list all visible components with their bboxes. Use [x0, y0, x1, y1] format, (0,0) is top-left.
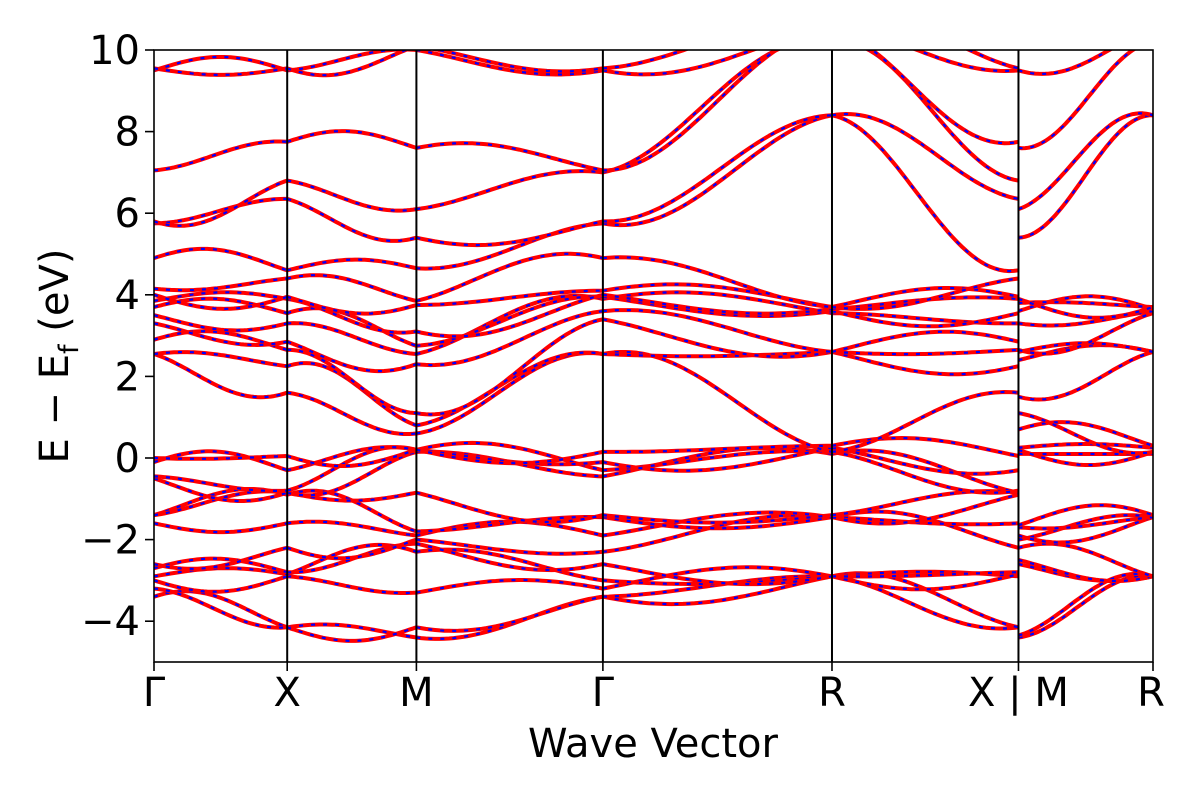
band-line-red	[154, 50, 1114, 173]
y-tick-label: 10	[89, 28, 140, 74]
y-tick-label: 6	[115, 191, 140, 237]
band-line-blue	[154, 350, 1153, 455]
band-line-red	[154, 282, 1153, 316]
band-line-blue	[154, 50, 1135, 227]
x-tick-label: X | M	[968, 670, 1069, 716]
band-line-blue	[154, 318, 1153, 416]
band-line-blue	[154, 295, 1153, 347]
x-tick-label: R	[1137, 670, 1165, 716]
x-tick-label: R	[818, 670, 846, 716]
y-axis-title-main: E − E	[32, 354, 78, 464]
high-symmetry-lines	[286, 50, 1020, 662]
y-tick-label: −4	[81, 599, 140, 645]
x-axis-ticks: Γ X M Γ R X | M R	[143, 662, 1165, 716]
bands-group	[154, 50, 1153, 643]
band-line-red	[154, 440, 1153, 495]
x-tick-label: X	[273, 670, 300, 716]
y-tick-label: 4	[115, 273, 140, 319]
y-axis-title-space	[32, 332, 78, 345]
y-tick-label: 0	[115, 436, 140, 482]
band-line-blue	[154, 252, 1153, 319]
band-line-blue	[154, 490, 1153, 527]
y-axis-title-sub: f	[54, 343, 85, 354]
band-line-blue	[154, 112, 1153, 247]
x-tick-label: M	[399, 670, 434, 716]
y-axis-title: E − Ef (eV)	[32, 249, 85, 464]
band-line-red	[154, 562, 1153, 595]
band-line-blue	[154, 309, 1153, 373]
y-axis-title-unit: (eV)	[32, 249, 78, 332]
y-tick-label: 8	[115, 110, 140, 156]
y-tick-label: −2	[81, 518, 140, 564]
band-line-red	[154, 290, 1153, 356]
band-line-red	[154, 317, 1153, 417]
plot-frame	[153, 49, 1154, 663]
x-tick-label: Γ	[592, 670, 615, 716]
y-axis-ticks: −4 −2 0 2 4 6 8 10	[81, 28, 154, 645]
band-line-blue	[154, 511, 1153, 544]
band-line-red	[154, 290, 1153, 339]
band-line-red	[154, 50, 1019, 77]
x-tick-label: Γ	[143, 670, 166, 716]
band-line-red	[154, 509, 1153, 571]
band-line-red	[154, 50, 1019, 78]
band-line-red	[154, 350, 1153, 456]
band-line-red	[154, 113, 1153, 274]
band-line-red	[154, 349, 1153, 428]
x-axis-title: Wave Vector	[528, 721, 779, 767]
band-line-red	[154, 111, 1153, 248]
y-tick-label: 2	[115, 354, 140, 400]
svg-text:E − Ef (eV): E − Ef (eV)	[32, 249, 85, 464]
band-line-red	[154, 420, 1153, 468]
